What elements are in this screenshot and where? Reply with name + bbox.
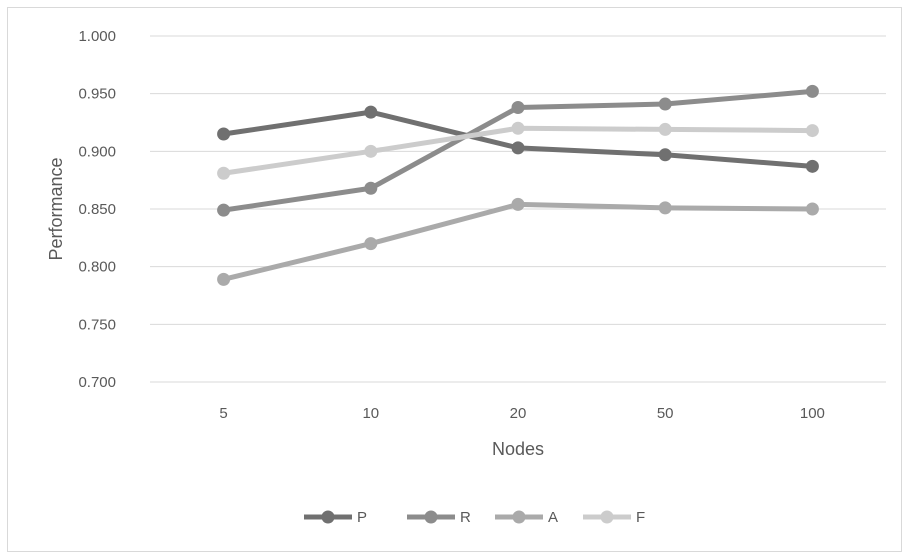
y-axis-title: Performance xyxy=(46,157,66,260)
x-axis-title: Nodes xyxy=(492,439,544,459)
y-tick-label: 0.850 xyxy=(78,201,116,218)
data-point-p xyxy=(658,148,672,162)
data-point-f xyxy=(217,166,231,180)
data-point-f xyxy=(658,122,672,136)
y-tick-label: 0.750 xyxy=(78,316,116,333)
y-tick-label: 1.000 xyxy=(78,28,116,45)
legend-marker xyxy=(321,510,335,524)
legend-item-a: A xyxy=(495,509,558,526)
y-tick-label: 0.800 xyxy=(78,259,116,276)
y-tick-label: 0.700 xyxy=(78,374,116,391)
legend-item-r: R xyxy=(407,509,471,526)
x-tick-label: 20 xyxy=(510,405,527,422)
x-tick-label: 10 xyxy=(362,405,379,422)
data-point-p xyxy=(805,159,819,173)
legend-label: F xyxy=(636,509,645,526)
x-tick-label: 5 xyxy=(219,405,227,422)
legend-marker xyxy=(600,510,614,524)
legend-label: A xyxy=(548,509,558,526)
data-point-f xyxy=(511,121,525,135)
y-tick-labels: 0.700 0.750 0.800 0.850 0.900 0.950 1.000 xyxy=(78,28,116,391)
data-point-f xyxy=(364,144,378,158)
series-points xyxy=(217,84,819,286)
data-point-r xyxy=(364,181,378,195)
data-point-p xyxy=(364,105,378,119)
data-point-r xyxy=(658,97,672,111)
x-tick-label: 100 xyxy=(800,405,825,422)
data-point-a xyxy=(658,201,672,215)
data-point-p xyxy=(511,141,525,155)
data-point-a xyxy=(805,202,819,216)
data-point-a xyxy=(364,237,378,251)
data-point-a xyxy=(217,272,231,286)
series-line-a xyxy=(221,201,815,282)
data-point-r xyxy=(217,203,231,217)
legend-label: R xyxy=(460,509,471,526)
data-point-a xyxy=(511,197,525,211)
data-point-p xyxy=(217,127,231,141)
x-tick-labels: 5 10 20 50 100 xyxy=(219,405,824,422)
legend-item-p: P xyxy=(304,509,367,526)
x-tick-label: 50 xyxy=(657,405,674,422)
data-point-r xyxy=(511,101,525,115)
y-tick-label: 0.950 xyxy=(78,86,116,103)
legend-marker xyxy=(512,510,526,524)
data-point-f xyxy=(805,124,819,138)
y-tick-label: 0.900 xyxy=(78,143,116,160)
legend-item-f: F xyxy=(583,509,645,526)
series-lines xyxy=(221,88,815,282)
legend-label: P xyxy=(357,509,367,526)
legend-marker xyxy=(424,510,438,524)
data-point-r xyxy=(805,84,819,98)
